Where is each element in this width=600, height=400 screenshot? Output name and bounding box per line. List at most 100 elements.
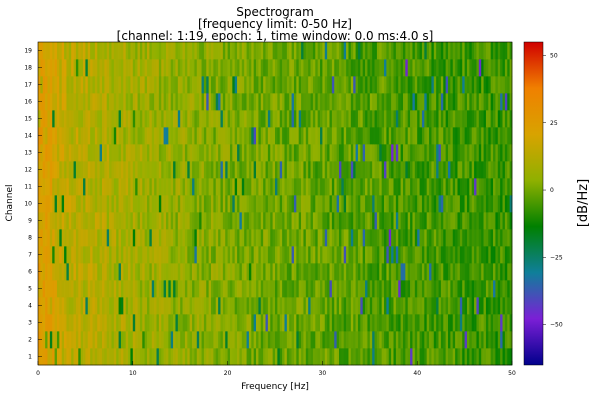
heatmap-cell [305,127,309,145]
heatmap-cell [405,297,409,315]
heatmap-cell [355,297,359,315]
heatmap-cell [256,195,259,213]
heatmap-cell [158,59,162,77]
heatmap-cell [502,263,506,281]
heatmap-cell [175,76,179,94]
heatmap-cell [493,110,496,128]
heatmap-cell [109,144,112,162]
heatmap-cell [154,161,157,179]
heatmap-cell [495,110,499,128]
heatmap-cell [301,348,304,366]
heatmap-cell [293,127,297,145]
heatmap-cell [355,178,359,196]
heatmap-cell [312,42,316,60]
heatmap-cell [61,76,65,94]
heatmap-cell [270,76,273,94]
heatmap-cell [56,195,60,213]
heatmap-cell [502,178,506,196]
heatmap-cell [218,297,221,315]
heatmap-cell [457,195,461,213]
heatmap-cell [85,42,89,60]
heatmap-cell [232,110,236,128]
heatmap-cell [289,331,292,349]
heatmap-cell [400,178,404,196]
heatmap-cell [68,93,72,111]
heatmap-cell [493,212,496,230]
heatmap-cell [417,314,420,332]
heatmap-cell [47,161,51,179]
heatmap-cell [42,76,46,94]
heatmap-cell [336,195,340,213]
heatmap-cell [355,93,359,111]
heatmap-cell [495,297,499,315]
heatmap-cell [56,76,60,94]
heatmap-cell [440,246,444,264]
heatmap-cell [189,178,193,196]
heatmap-cell [199,76,202,94]
heatmap-cell [448,229,451,247]
heatmap-cell [436,42,439,60]
heatmap-cell [402,314,406,332]
heatmap-cell [220,110,224,128]
heatmap-cell [151,59,155,77]
heatmap-cell [433,246,437,264]
heatmap-cell [90,246,93,264]
heatmap-cell [229,93,233,111]
heatmap-cell [424,331,428,349]
heatmap-cell [267,212,271,230]
heatmap-cell [369,144,373,162]
heatmap-cell [426,263,430,281]
heatmap-cell [130,280,134,298]
heatmap-cell [56,212,60,230]
heatmap-cell [120,297,124,315]
heatmap-cell [165,314,169,332]
heatmap-cell [101,348,105,366]
heatmap-cell [346,59,349,77]
heatmap-cell [493,263,496,281]
heatmap-cell [367,212,371,230]
heatmap-cell [509,93,513,111]
heatmap-cell [52,195,55,213]
heatmap-cell [265,263,269,281]
heatmap-cell [509,212,513,230]
heatmap-cell [507,314,510,332]
heatmap-cell [353,110,356,128]
heatmap-cell [125,144,129,162]
heatmap-cell [101,110,105,128]
heatmap-cell [137,144,141,162]
heatmap-cell [493,144,496,162]
heatmap-cell [177,246,181,264]
heatmap-cell [232,297,236,315]
heatmap-cell [490,161,494,179]
heatmap-cell [293,229,297,247]
heatmap-cell [474,42,477,60]
heatmap-cell [173,212,176,230]
heatmap-cell [135,331,138,349]
heatmap-cell [232,195,236,213]
heatmap-cell [222,195,226,213]
heatmap-cell [320,42,323,60]
heatmap-cell [182,42,186,60]
heatmap-cell [379,314,382,332]
heatmap-cell [343,110,347,128]
heatmap-cell [474,59,477,77]
heatmap-cell [267,59,271,77]
heatmap-cell [405,263,409,281]
heatmap-cell [109,76,112,94]
heatmap-cell [118,314,122,332]
heatmap-cell [116,263,119,281]
heatmap-cell [457,59,461,77]
heatmap-cell [194,195,198,213]
heatmap-cell [71,127,74,145]
heatmap-cell [369,76,373,94]
heatmap-cell [149,331,153,349]
heatmap-cell [478,42,482,60]
heatmap-cell [47,297,51,315]
heatmap-cell [52,280,55,298]
heatmap-cell [199,195,202,213]
heatmap-cell [474,331,477,349]
heatmap-cell [258,161,262,179]
heatmap-cell [412,59,416,77]
heatmap-cell [346,127,349,145]
heatmap-cell [49,280,53,298]
